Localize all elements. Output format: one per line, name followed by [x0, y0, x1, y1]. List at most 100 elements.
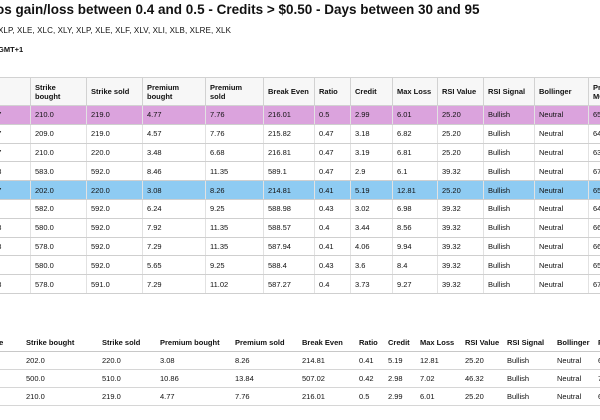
- table-cell: Bullish: [483, 218, 535, 238]
- table-cell: Neutral: [534, 180, 589, 200]
- table-row[interactable]: .97202.0220.03.088.26214.810.415.1912.81…: [0, 180, 600, 200]
- table-row[interactable]: .97209.0219.04.577.76215.820.473.186.822…: [0, 124, 600, 144]
- table-cell: 11.02: [205, 274, 264, 294]
- table-cell: 11.35: [205, 237, 264, 257]
- table-cell: 2.99: [350, 105, 393, 125]
- tickers-list: XLP, XLE, XLC, XLY, XLP, XLE, XLF, XLV, …: [0, 26, 232, 35]
- table-cell: 2.9: [350, 161, 393, 182]
- table-cell: Neutral: [534, 255, 589, 276]
- table-row[interactable]: .97210.0219.04.777.76216.010.52.996.0125…: [0, 105, 600, 125]
- table-cell: 65.91: [588, 180, 600, 200]
- column-header: Strike sold: [98, 333, 156, 352]
- table-row[interactable]: .97210.0220.03.486.68216.810.473.196.812…: [0, 143, 600, 163]
- table-cell: 0.41: [355, 351, 384, 370]
- table-cell: 588.98: [263, 199, 315, 219]
- table-row[interactable]: .5580.0592.05.659.25588.40.433.68.439.32…: [0, 255, 600, 276]
- column-header: t e: [0, 77, 31, 106]
- table-cell: 65.1: [588, 105, 600, 125]
- table-cell: 220.0: [86, 143, 143, 163]
- table-cell: 64.37: [588, 124, 600, 144]
- table-cell: 588.4: [263, 255, 315, 276]
- table-body: '202.0220.03.088.26214.810.415.1912.8125…: [0, 351, 600, 406]
- table-cell: 25.20: [461, 351, 503, 370]
- table-cell: 4.06: [350, 237, 393, 257]
- table-cell: 25.20: [461, 387, 503, 406]
- table-cell: 0.41: [314, 180, 351, 200]
- table-cell: 219.0: [86, 124, 143, 144]
- column-header: Strike bought: [30, 77, 87, 106]
- column-header: Ratio: [314, 77, 351, 106]
- table-cell: 46.32: [461, 369, 503, 388]
- table-cell: 65.1: [594, 387, 600, 406]
- table-cell: Bullish: [503, 351, 553, 370]
- table-cell: 0.47: [314, 161, 351, 182]
- table-cell: 5.19: [350, 180, 393, 200]
- table-cell: 3.02: [350, 199, 393, 219]
- table-row[interactable]: .5582.0592.06.249.25588.980.433.026.9839…: [0, 199, 600, 219]
- table-cell: 0.5: [314, 105, 351, 125]
- column-header: Break Even: [298, 333, 355, 352]
- table-row[interactable]: '202.0220.03.088.26214.810.415.1912.8125…: [0, 351, 600, 370]
- table-cell: 580.0: [30, 218, 87, 238]
- table-cell: 220.0: [98, 351, 156, 370]
- table-row[interactable]: '210.0219.04.777.76216.010.52.996.0125.2…: [0, 387, 600, 406]
- table-cell: 3.6: [350, 255, 393, 276]
- table-cell: 5.65: [142, 255, 206, 276]
- table-cell: 6.24: [142, 199, 206, 219]
- table-cell: 7.76: [231, 387, 298, 406]
- table-cell: 25.20: [437, 143, 484, 163]
- column-header: Premium bought: [142, 77, 206, 106]
- table-cell: 4.77: [156, 387, 231, 406]
- table-cell: 8.26: [231, 351, 298, 370]
- table-row[interactable]: .43580.0592.07.9211.35588.570.43.448.563…: [0, 218, 600, 238]
- table-cell: Bullish: [483, 143, 535, 163]
- table-cell: Bullish: [503, 387, 553, 406]
- table-cell: 65.91: [594, 351, 600, 370]
- table-cell: Neutral: [534, 199, 589, 219]
- table-row[interactable]: .43583.0592.08.4611.35589.10.472.96.139.…: [0, 161, 600, 182]
- table-body: .97210.0219.04.777.76216.010.52.996.0125…: [0, 105, 600, 294]
- table-cell: 5.19: [384, 351, 416, 370]
- table-cell: 210.0: [22, 387, 98, 406]
- table-cell: 3.44: [350, 218, 393, 238]
- table-cell: 11.35: [205, 161, 264, 182]
- table-cell: 39.32: [437, 274, 484, 294]
- column-header: Proba: [594, 333, 600, 352]
- table-cell: .5: [0, 255, 31, 276]
- table-cell: 65.72: [588, 255, 600, 276]
- table-cell: 7.29: [142, 237, 206, 257]
- column-header: Ratio: [355, 333, 384, 352]
- table-cell: .97: [0, 180, 31, 200]
- column-header: RSI Value: [437, 77, 484, 106]
- table-cell: 0.42: [355, 369, 384, 388]
- table-cell: 6.01: [392, 105, 438, 125]
- table-cell: 64.62: [588, 199, 600, 219]
- table-cell: Bullish: [483, 255, 535, 276]
- table-cell: 9.27: [392, 274, 438, 294]
- table-cell: Bullish: [483, 124, 535, 144]
- table-cell: 216.01: [298, 387, 355, 406]
- table-cell: 0.43: [314, 199, 351, 219]
- table-cell: Neutral: [534, 143, 589, 163]
- table-cell: .43: [0, 161, 31, 182]
- table-row[interactable]: .43578.0592.07.2911.35587.940.414.069.94…: [0, 237, 600, 257]
- table-cell: 7.92: [142, 218, 206, 238]
- table-cell: Neutral: [534, 274, 589, 294]
- table-row[interactable]: .43578.0591.07.2911.02587.270.43.739.273…: [0, 274, 600, 294]
- column-header: Credit: [384, 333, 416, 352]
- table-cell: 6.01: [416, 387, 461, 406]
- table-cell: 6.98: [392, 199, 438, 219]
- table-cell: 592.0: [86, 199, 143, 219]
- table-cell: 588.57: [263, 218, 315, 238]
- table-cell: 39.32: [437, 237, 484, 257]
- table-row[interactable]: !500.0510.010.8613.84507.020.422.987.024…: [0, 369, 600, 388]
- table-cell: 592.0: [86, 161, 143, 182]
- table-cell: ': [0, 387, 22, 406]
- column-header: Premium sold: [205, 77, 264, 106]
- table-cell: Bullish: [483, 105, 535, 125]
- table-cell: 591.0: [86, 274, 143, 294]
- table-cell: 67.05: [588, 161, 600, 182]
- table-cell: 4.77: [142, 105, 206, 125]
